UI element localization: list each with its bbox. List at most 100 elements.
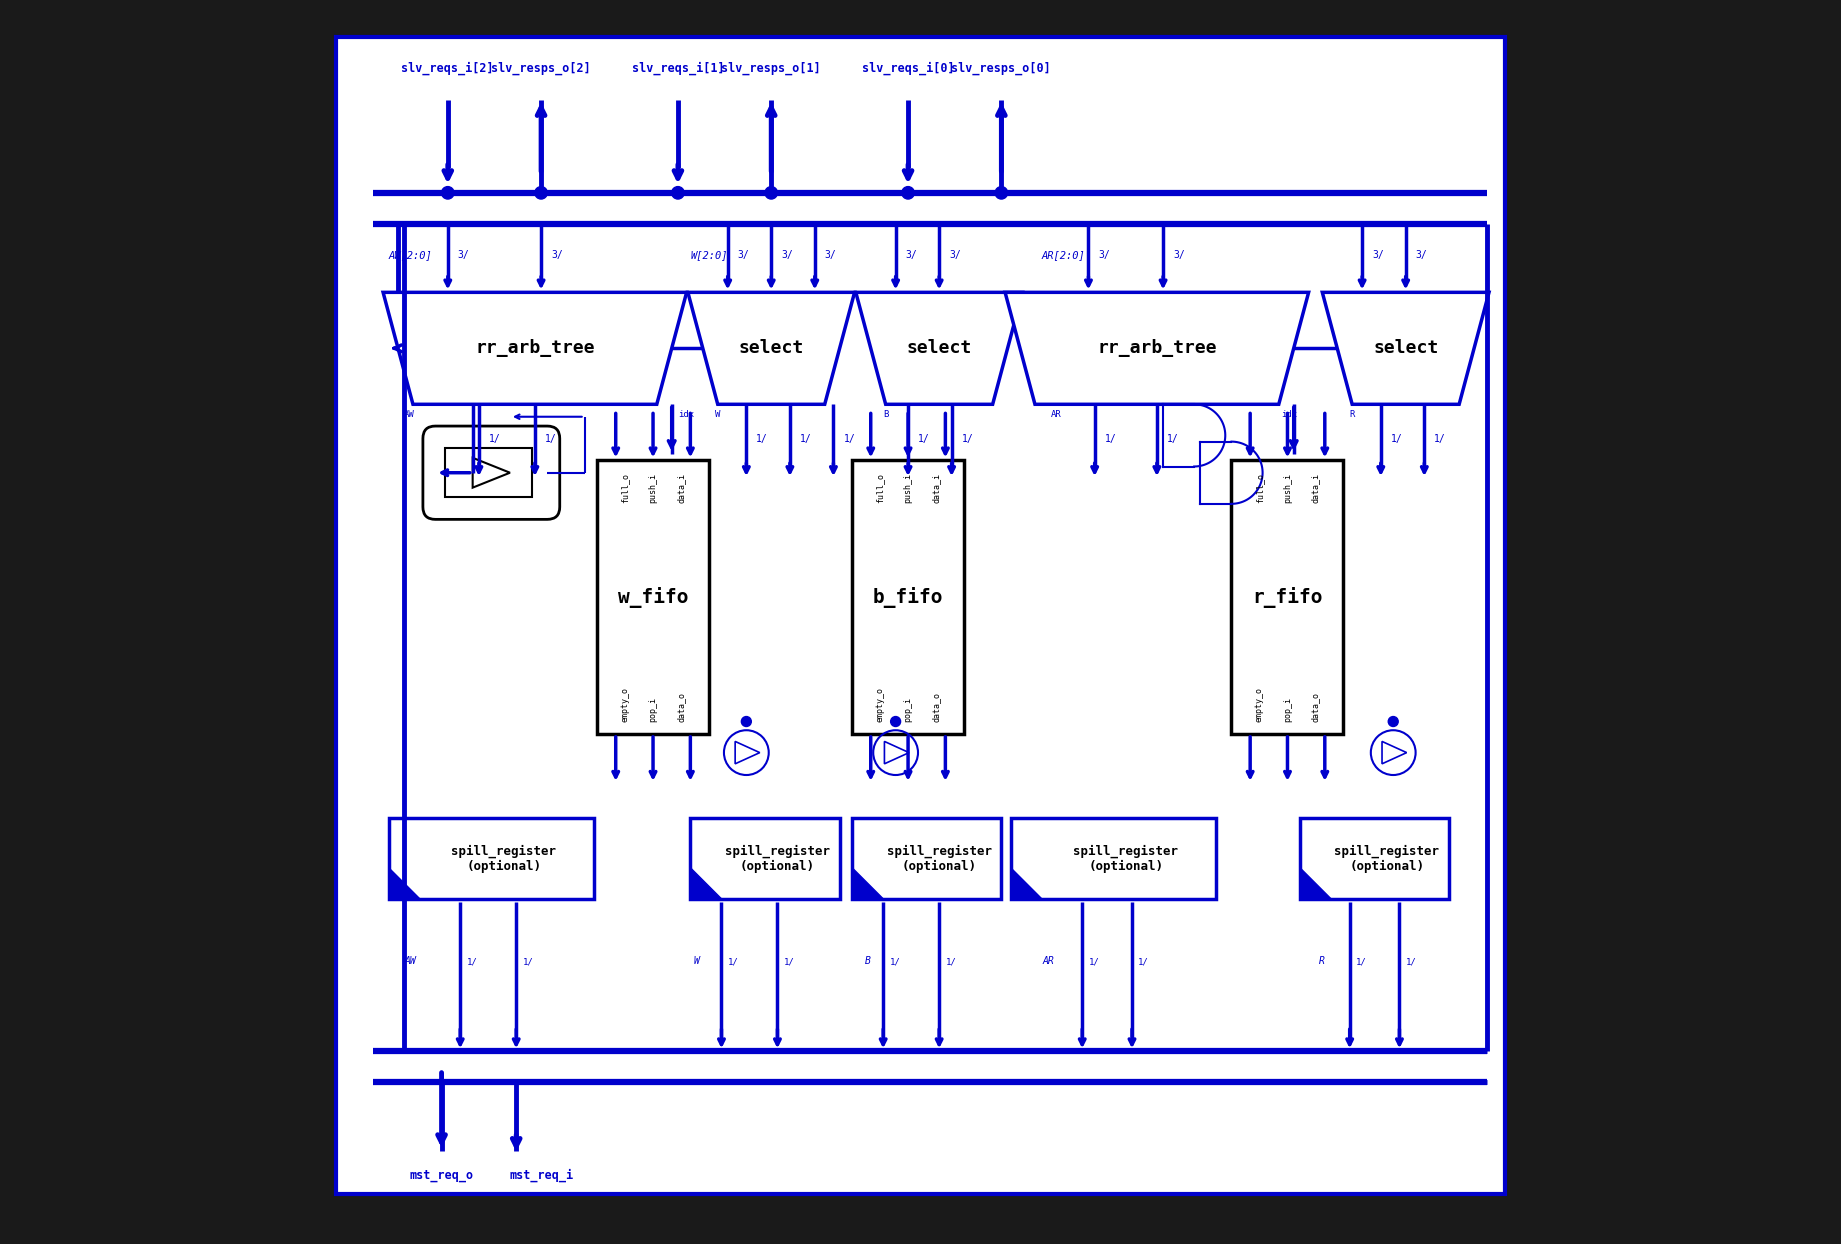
Text: AR: AR [1042,957,1055,967]
Text: spill_register
(optional): spill_register (optional) [1335,845,1440,872]
Text: pop_i: pop_i [648,697,657,722]
Text: spill_register
(optional): spill_register (optional) [887,845,992,872]
Text: b_fifo: b_fifo [873,587,943,607]
Text: 3/: 3/ [906,250,917,260]
Text: empty_o: empty_o [1256,687,1265,722]
Text: AR[2:0]: AR[2:0] [1042,250,1084,260]
Polygon shape [1005,292,1309,404]
Text: 1/: 1/ [1357,957,1366,967]
Text: select: select [906,340,972,357]
Text: B: B [884,409,889,419]
Text: 3/: 3/ [1416,250,1427,260]
Circle shape [672,187,685,199]
Circle shape [996,187,1007,199]
Text: W: W [716,409,720,419]
Text: AW: AW [405,957,416,967]
Text: slv_resps_o[1]: slv_resps_o[1] [722,62,821,75]
Polygon shape [1300,868,1331,899]
Text: 1/: 1/ [889,957,900,967]
Text: 3/: 3/ [1099,250,1110,260]
Text: 1/: 1/ [1390,434,1403,444]
Text: 1/: 1/ [757,434,768,444]
Text: 1/: 1/ [799,434,812,444]
Text: R: R [1318,957,1324,967]
Polygon shape [1011,868,1042,899]
Text: 1/: 1/ [1088,957,1099,967]
Text: 1/: 1/ [523,957,534,967]
Text: 1/: 1/ [843,434,854,444]
Text: data_i: data_i [676,473,685,503]
FancyBboxPatch shape [1232,460,1344,734]
Text: 1/: 1/ [919,434,930,444]
Text: push_i: push_i [1283,473,1292,503]
Text: slv_resps_o[0]: slv_resps_o[0] [952,62,1051,75]
Text: push_i: push_i [648,473,657,503]
Text: idx: idx [1281,409,1298,419]
Polygon shape [852,868,884,899]
FancyBboxPatch shape [596,460,709,734]
Circle shape [891,717,900,726]
Text: 1/: 1/ [1407,957,1416,967]
Text: R: R [1349,409,1355,419]
Text: r_fifo: r_fifo [1252,587,1322,607]
Text: slv_resps_o[2]: slv_resps_o[2] [492,62,591,75]
Polygon shape [388,868,420,899]
Text: slv_reqs_i[1]: slv_reqs_i[1] [631,62,724,75]
FancyBboxPatch shape [1011,819,1215,899]
Text: pop_i: pop_i [904,697,913,722]
Text: idx: idx [677,409,694,419]
Text: empty_o: empty_o [876,687,884,722]
Text: mst_req_o: mst_req_o [409,1169,473,1182]
Text: 3/: 3/ [1372,250,1384,260]
Text: full_o: full_o [1256,473,1265,503]
Text: w_fifo: w_fifo [619,587,689,607]
Text: mst_req_i: mst_req_i [508,1169,573,1182]
Text: empty_o: empty_o [620,687,630,722]
Circle shape [742,717,751,726]
Text: B: B [865,957,871,967]
Text: slv_reqs_i[0]: slv_reqs_i[0] [862,62,954,75]
FancyBboxPatch shape [423,427,560,520]
Text: AR: AR [1051,409,1062,419]
FancyBboxPatch shape [1300,819,1449,899]
Text: data_o: data_o [1311,692,1320,722]
Text: data_o: data_o [676,692,685,722]
Text: 3/: 3/ [550,250,563,260]
Text: 1/: 1/ [961,434,974,444]
Text: rr_arb_tree: rr_arb_tree [1097,340,1217,357]
Text: 1/: 1/ [490,434,501,444]
Text: 1/: 1/ [784,957,795,967]
Text: data_o: data_o [932,692,941,722]
Text: spill_register
(optional): spill_register (optional) [451,845,556,872]
Text: select: select [1373,340,1438,357]
Polygon shape [1322,292,1489,404]
Bar [446,449,532,498]
FancyBboxPatch shape [335,37,1506,1194]
FancyBboxPatch shape [690,819,839,899]
Text: slv_reqs_i[2]: slv_reqs_i[2] [401,62,493,75]
Text: 1/: 1/ [1138,957,1149,967]
Text: pop_i: pop_i [1283,697,1292,722]
Text: 1/: 1/ [466,957,477,967]
Text: full_o: full_o [620,473,630,503]
Circle shape [766,187,777,199]
Text: select: select [738,340,805,357]
Text: 1/: 1/ [1105,434,1116,444]
FancyBboxPatch shape [388,819,595,899]
Text: 1/: 1/ [1434,434,1445,444]
Circle shape [1388,717,1397,726]
Text: W: W [694,957,700,967]
Text: 1/: 1/ [727,957,738,967]
Polygon shape [383,292,687,404]
FancyBboxPatch shape [852,460,965,734]
Text: push_i: push_i [904,473,913,503]
Polygon shape [856,292,1022,404]
Text: 3/: 3/ [825,250,836,260]
Text: 3/: 3/ [738,250,749,260]
Text: 1/: 1/ [545,434,556,444]
Text: full_o: full_o [876,473,884,503]
Text: AW[2:0]: AW[2:0] [388,250,433,260]
Text: spill_register
(optional): spill_register (optional) [1073,845,1178,872]
Circle shape [442,187,455,199]
Polygon shape [689,292,854,404]
